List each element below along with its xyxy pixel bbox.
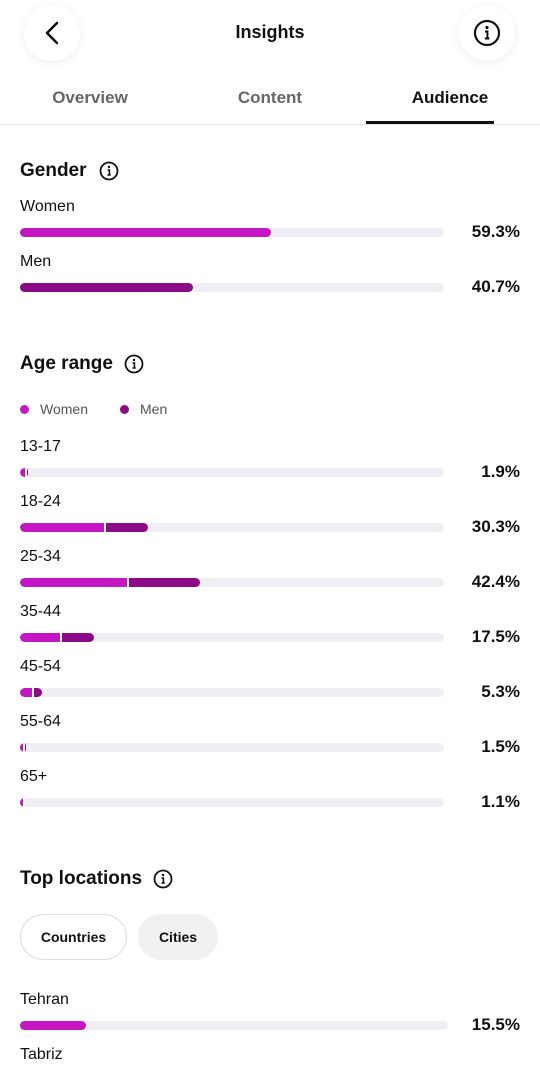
tab[interactable]: Overview xyxy=(52,88,128,107)
bar-segment xyxy=(22,798,25,807)
bar-track xyxy=(20,468,444,477)
info-button[interactable] xyxy=(459,5,515,61)
bar-segment xyxy=(20,578,127,587)
row-label: 13-17 xyxy=(20,438,61,455)
legend-label: Men xyxy=(140,401,168,417)
bar-segment xyxy=(20,228,272,237)
row-label: 55-64 xyxy=(20,713,61,730)
row-label: Tehran xyxy=(20,991,69,1008)
tab-divider xyxy=(0,124,540,125)
row-percent: 42.4% xyxy=(471,572,520,591)
bar-track xyxy=(20,283,444,292)
row-percent: 30.3% xyxy=(471,517,520,536)
legend-dot xyxy=(20,405,29,414)
bar-segment xyxy=(60,633,95,642)
row-percent: 59.3% xyxy=(471,222,520,241)
bar-segment xyxy=(20,283,193,292)
row-label: Men xyxy=(20,253,52,270)
bar-segment xyxy=(126,578,200,587)
row-label: 65+ xyxy=(20,768,48,785)
tab[interactable]: Content xyxy=(237,88,303,107)
page-title: Insights xyxy=(235,22,305,42)
section-heading: Top locations xyxy=(20,868,143,889)
filter-pill[interactable]: Cities xyxy=(138,914,218,960)
row-label: 35-44 xyxy=(20,603,61,620)
row-percent: 17.5% xyxy=(471,627,520,646)
bar-track xyxy=(20,523,444,532)
bar-segment xyxy=(20,523,105,532)
bar-segment xyxy=(20,468,25,477)
bar-track xyxy=(20,798,444,807)
tab-indicator xyxy=(366,121,494,124)
row-label: Tabriz xyxy=(20,1046,63,1063)
bar-segment xyxy=(104,523,149,532)
bar-segment xyxy=(20,798,23,807)
row-percent: 1.1% xyxy=(481,792,520,811)
row-percent: 40.7% xyxy=(471,277,520,296)
bar-segment xyxy=(20,1021,87,1030)
bar-segment xyxy=(31,688,43,697)
info-icon xyxy=(473,19,501,47)
bar-segment xyxy=(24,468,29,477)
row-percent: 1.5% xyxy=(481,737,520,756)
row-percent: 15.5% xyxy=(471,1015,520,1034)
section-heading: Gender xyxy=(20,160,87,181)
bar-segment xyxy=(23,743,27,752)
bar-segment xyxy=(20,688,32,697)
tab[interactable]: Audience xyxy=(411,88,489,107)
bar-track xyxy=(20,688,444,697)
legend-dot xyxy=(120,405,129,414)
bar-track xyxy=(20,743,444,752)
info-icon[interactable] xyxy=(98,160,120,182)
info-icon[interactable] xyxy=(123,353,145,375)
back-icon xyxy=(45,21,59,45)
back-button[interactable] xyxy=(24,5,80,61)
row-label: Women xyxy=(20,198,75,215)
bar-track xyxy=(20,228,444,237)
bar-track xyxy=(20,1021,448,1030)
filter-pill[interactable]: Countries xyxy=(20,914,127,960)
section-heading: Age range xyxy=(20,353,113,374)
bar-track xyxy=(20,578,444,587)
info-icon[interactable] xyxy=(152,868,174,890)
row-percent: 5.3% xyxy=(481,682,520,701)
row-label: 18-24 xyxy=(20,493,61,510)
row-label: 45-54 xyxy=(20,658,61,675)
row-percent: 1.9% xyxy=(481,462,520,481)
row-label: 25-34 xyxy=(20,548,61,565)
bar-track xyxy=(20,633,444,642)
legend-label: Women xyxy=(40,401,88,417)
bar-segment xyxy=(20,633,61,642)
bar-segment xyxy=(20,743,24,752)
